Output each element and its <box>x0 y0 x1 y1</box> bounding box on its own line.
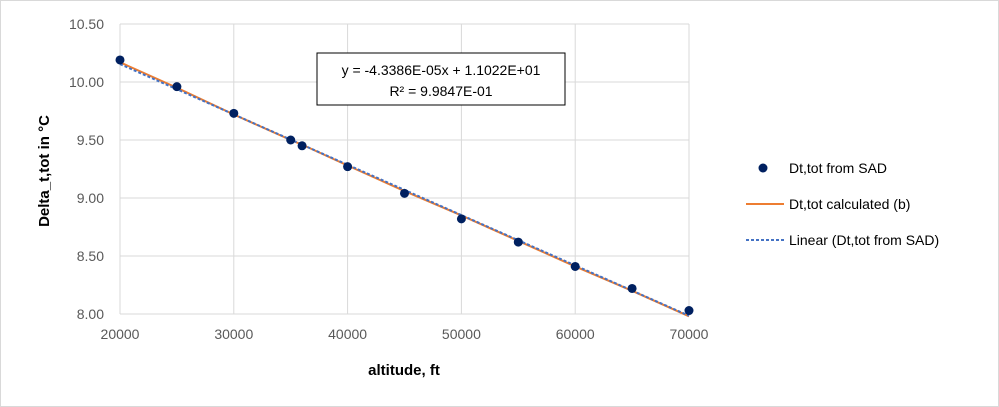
y-tick-label: 8.50 <box>77 248 104 264</box>
y-tick-label: 10.50 <box>69 16 104 32</box>
y-tick-label: 9.50 <box>77 132 104 148</box>
legend-label-sad: Dt,tot from SAD <box>789 160 887 176</box>
data-point <box>513 237 523 247</box>
legend-label-calculated: Dt,tot calculated (b) <box>789 196 910 212</box>
y-axis-title: Delta_t,tot in °C <box>36 115 53 227</box>
legend-marker-sad <box>758 163 768 173</box>
trendline-equation: y = -4.3386E-05x + 1.1022E+01 <box>342 62 541 78</box>
data-point <box>297 141 307 151</box>
data-point <box>115 55 125 65</box>
tick-labels: 20000 30000 40000 50000 60000 70000 8.00 8.50 9.… <box>69 16 709 342</box>
x-axis-title: altitude, ft <box>368 362 440 379</box>
data-point <box>286 135 296 145</box>
y-tick-label: 9.00 <box>77 190 104 206</box>
data-point <box>172 82 182 92</box>
legend: Dt,tot from SAD Dt,tot calculated (b) Line… <box>746 160 939 248</box>
data-point <box>343 162 353 172</box>
trendline-label-box: y = -4.3386E-05x + 1.1022E+01 R² = 9.984… <box>316 52 566 106</box>
data-point <box>456 214 466 224</box>
x-tick-label: 50000 <box>442 326 481 342</box>
y-tick-label: 10.00 <box>69 74 104 90</box>
series <box>115 55 694 318</box>
data-point <box>684 306 694 316</box>
y-tick-label: 8.00 <box>77 306 104 322</box>
legend-label-trendline: Linear (Dt,tot from SAD) <box>789 232 939 248</box>
x-tick-label: 40000 <box>328 326 367 342</box>
x-tick-label: 30000 <box>214 326 253 342</box>
data-point <box>627 283 637 293</box>
axes <box>119 24 689 315</box>
trendline-r-squared: R² = 9.9847E-01 <box>389 83 492 99</box>
x-tick-label: 70000 <box>670 326 709 342</box>
data-point <box>229 108 239 118</box>
data-point <box>400 188 409 198</box>
x-tick-label: 60000 <box>556 326 595 342</box>
data-point <box>570 261 580 271</box>
x-tick-label: 20000 <box>101 326 140 342</box>
